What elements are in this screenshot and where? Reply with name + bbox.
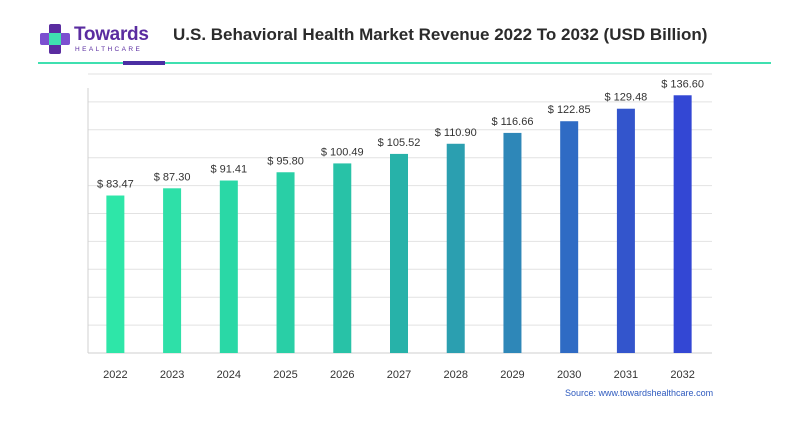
bar-2026	[333, 163, 352, 353]
data-label-2030: $ 122.85	[548, 104, 591, 116]
bar-2022	[106, 195, 125, 353]
data-label-2023: $ 87.30	[154, 171, 191, 183]
data-label-2022: $ 83.47	[97, 179, 134, 191]
x-tick-label-2029: 2029	[500, 369, 524, 381]
bar-2030	[560, 121, 579, 354]
bar-2029	[503, 132, 522, 353]
data-label-2032: $ 136.60	[661, 78, 704, 90]
medical-cross-icon	[40, 24, 70, 54]
brand-subtitle: HEALTHCARE	[75, 46, 143, 53]
bar-2023	[163, 188, 182, 353]
bar-2027	[390, 153, 408, 353]
data-label-2026: $ 100.49	[321, 146, 364, 158]
bar-2028	[446, 143, 465, 353]
data-label-2025: $ 95.80	[267, 155, 304, 167]
x-tick-label-2028: 2028	[443, 369, 467, 381]
x-tick-label-2026: 2026	[330, 369, 354, 381]
x-tick-label-2024: 2024	[217, 369, 241, 381]
data-label-2028: $ 110.90	[435, 127, 477, 139]
x-tick-label-2031: 2031	[614, 369, 638, 381]
x-tick-label-2023: 2023	[160, 369, 184, 381]
x-tick-label-2025: 2025	[273, 369, 297, 381]
x-tick-label-2032: 2032	[670, 369, 694, 381]
brand-logo: Towards HEALTHCARE	[38, 20, 149, 60]
bar-2032	[673, 95, 692, 353]
brand-name: Towards	[74, 24, 149, 45]
bar-2025	[276, 172, 295, 353]
source-note: Source: www.towardshealthcare.com	[565, 388, 714, 398]
data-label-2027: $ 105.52	[378, 137, 421, 149]
data-label-2031: $ 129.48	[604, 92, 647, 104]
x-tick-label-2027: 2027	[387, 369, 411, 381]
bar-2024	[219, 180, 238, 353]
x-tick-label-2022: 2022	[103, 369, 127, 381]
data-label-2024: $ 91.41	[210, 164, 247, 176]
bar-2031	[616, 108, 635, 353]
page-title: U.S. Behavioral Health Market Revenue 20…	[173, 25, 708, 44]
x-tick-label-2030: 2030	[557, 369, 581, 381]
header-divider	[38, 62, 771, 64]
data-label-2029: $ 116.66	[491, 116, 533, 128]
header-accent-bar	[123, 61, 165, 65]
